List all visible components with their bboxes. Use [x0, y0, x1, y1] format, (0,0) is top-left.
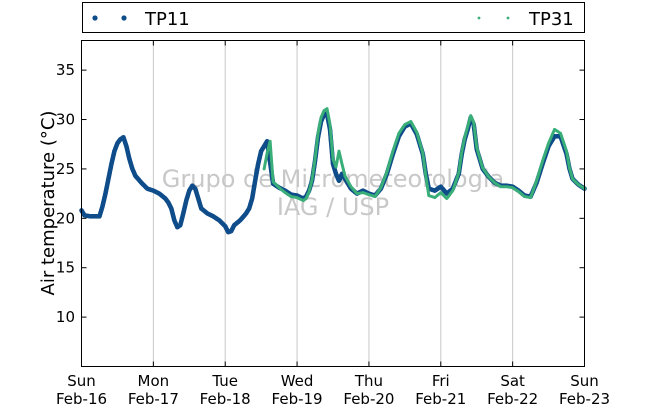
x-tick-label-date: Feb-20	[343, 390, 394, 408]
x-tick-label-date: Feb-19	[272, 390, 323, 408]
x-tick-label-day: Thu	[354, 372, 383, 390]
plot-frame	[81, 40, 585, 367]
legend-marker-tp31	[477, 16, 481, 20]
x-tick-label-date: Feb-21	[415, 390, 466, 408]
x-tick-label-day: Sun	[67, 372, 96, 390]
vertical-gridlines	[152, 40, 514, 367]
x-tick-label-day: Wed	[281, 372, 314, 390]
legend-marker-tp31	[506, 16, 510, 20]
y-tick-label: 30	[56, 111, 75, 129]
data-points	[79, 107, 587, 235]
x-tick-label-date: Feb-23	[559, 390, 610, 408]
x-tick-label-day: Mon	[138, 372, 170, 390]
legend: TP11 TP31	[82, 2, 585, 33]
x-tick-label-day: Sun	[570, 372, 599, 390]
x-tick-label-day: Tue	[211, 372, 238, 390]
legend-box	[82, 2, 585, 33]
x-tick-label-date: Feb-22	[487, 390, 538, 408]
y-tick-label: 20	[56, 209, 75, 227]
x-tick-label-date: Feb-18	[200, 390, 251, 408]
y-axis: 10 15 20 25 30 35	[56, 61, 585, 326]
x-tick-label-day: Fri	[432, 372, 450, 390]
legend-label-tp31: TP31	[528, 9, 574, 30]
x-tick-label-date: Feb-17	[128, 390, 179, 408]
x-tick-label-date: Feb-16	[56, 390, 107, 408]
watermark: Grupo de Micrometeorologia IAG / USP	[162, 165, 504, 221]
y-tick-label: 15	[56, 259, 75, 277]
y-tick-label: 10	[56, 308, 75, 326]
legend-marker-tp11	[121, 15, 127, 21]
series-tp31	[262, 107, 586, 203]
y-axis-label: Air temperature (°C)	[38, 111, 59, 296]
x-tick-label-day: Sat	[500, 372, 525, 390]
legend-marker-tp11	[92, 15, 98, 21]
x-axis: SunFeb-16MonFeb-17TueFeb-18WedFeb-19ThuF…	[56, 40, 610, 408]
y-tick-label: 25	[56, 160, 75, 178]
legend-label-tp11: TP11	[144, 9, 190, 30]
y-tick-label: 35	[56, 61, 75, 79]
